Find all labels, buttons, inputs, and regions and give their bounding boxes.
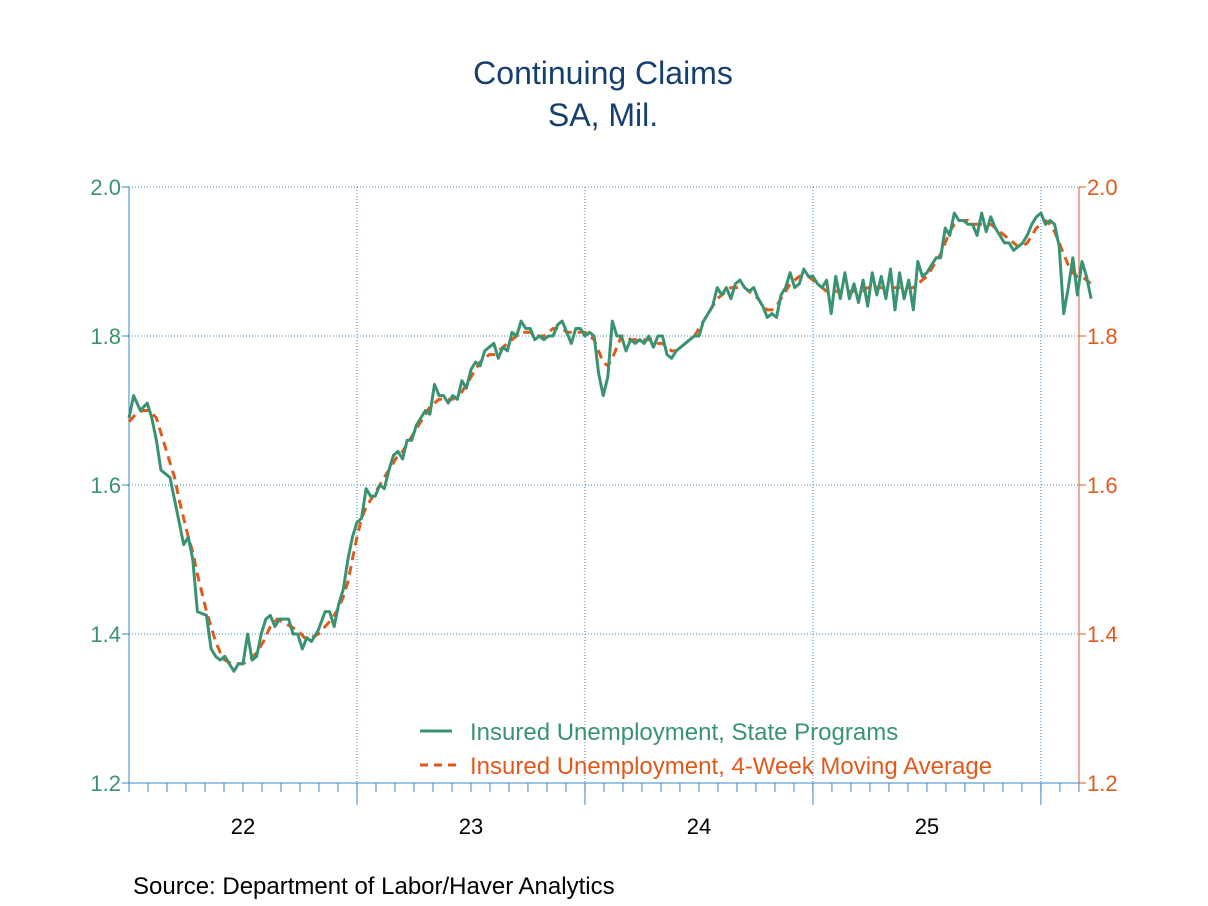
- y-axis-right-labels: 2.0 1.8 1.6 1.4 1.2: [1087, 175, 1118, 796]
- y-tick-label-left: 2.0: [90, 175, 121, 200]
- x-tick-label: 23: [459, 814, 483, 839]
- y-tick-label-left: 1.2: [90, 771, 121, 796]
- series-lines: [127, 211, 1093, 673]
- series-line-state-programs: [127, 211, 1093, 673]
- legend-label-moving-average: Insured Unemployment, 4-Week Moving Aver…: [470, 753, 992, 780]
- y-tick-label-right: 2.0: [1087, 175, 1118, 200]
- y-tick-label-left: 1.8: [90, 324, 121, 349]
- y-tick-label-right: 1.2: [1087, 771, 1118, 796]
- y-tick-label-right: 1.4: [1087, 622, 1118, 647]
- axes: [122, 186, 1086, 805]
- y-tick-label-left: 1.4: [90, 622, 121, 647]
- x-tick-label: 25: [915, 814, 939, 839]
- source-note: Source: Department of Labor/Haver Analyt…: [133, 873, 615, 900]
- chart-subtitle: SA, Mil.: [548, 97, 658, 133]
- legend-label-state-programs: Insured Unemployment, State Programs: [470, 719, 898, 746]
- legend: Insured Unemployment, State Programs Ins…: [420, 719, 992, 780]
- x-tick-label: 24: [687, 814, 711, 839]
- y-axis-left-labels: 2.0 1.8 1.6 1.4 1.2: [90, 175, 121, 796]
- y-tick-label-right: 1.6: [1087, 473, 1118, 498]
- y-tick-label-left: 1.6: [90, 473, 121, 498]
- grid-lines: [129, 186, 1079, 783]
- chart-title: Continuing Claims: [473, 55, 733, 91]
- x-tick-label: 22: [231, 814, 255, 839]
- x-axis-labels: 22 23 24 25: [231, 814, 939, 839]
- series-line-moving-average: [127, 219, 1093, 666]
- y-tick-label-right: 1.8: [1087, 324, 1118, 349]
